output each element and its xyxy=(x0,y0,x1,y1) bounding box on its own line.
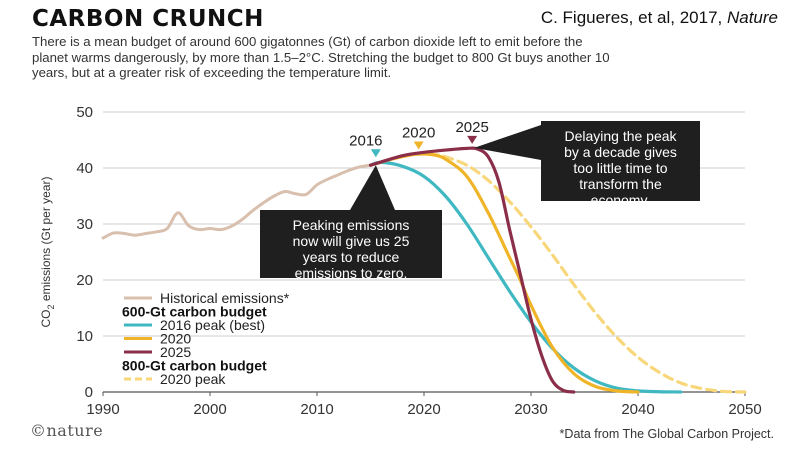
legend-heading: 600-Gt carbon budget xyxy=(122,304,267,320)
annotation-box-delay xyxy=(541,121,700,201)
legend-heading: 800-Gt carbon budget xyxy=(122,358,267,374)
y-axis-label-co: CO xyxy=(39,310,53,328)
legend-label: 2020 xyxy=(160,331,191,347)
annotation-text-delay: by a decade gives xyxy=(564,144,677,160)
annotation-text-delay: economy. xyxy=(591,192,651,208)
y-axis-label: CO2 emissions (Gt per year) xyxy=(39,176,56,327)
x-tick-label: 2040 xyxy=(621,401,654,418)
legend-label: 2025 xyxy=(160,344,191,360)
y-tick-label: 50 xyxy=(76,104,93,121)
legend-label: 2020 peak xyxy=(160,371,226,387)
annotation-text-delay: too little time to xyxy=(573,160,667,176)
x-tick-label: 2020 xyxy=(407,401,440,418)
legend-label: 2016 peak (best) xyxy=(160,317,265,333)
series-line-peak2025 xyxy=(368,146,576,394)
y-tick-label: 30 xyxy=(76,216,93,233)
annotation-pointer-peaking xyxy=(350,165,395,210)
y-axis-label-rest: emissions (Gt per year) xyxy=(39,176,53,304)
y-tick-label: 40 xyxy=(76,160,93,177)
y-axis-label-subscript: 2 xyxy=(46,305,56,310)
legend-label: Historical emissions* xyxy=(160,290,290,306)
x-tick-label: 1990 xyxy=(86,401,119,418)
peak-marker-label: 2025 xyxy=(455,119,488,136)
annotation-text-delay: Delaying the peak xyxy=(564,128,677,144)
nature-logo: ©nature xyxy=(30,421,104,440)
annotation-text-peaking: years to reduce xyxy=(303,249,400,265)
chart-description: There is a mean budget of around 600 gig… xyxy=(32,34,610,80)
data-footnote: *Data from The Global Carbon Project. xyxy=(559,427,774,441)
x-tick-label: 2050 xyxy=(728,401,761,418)
peak-marker-label: 2016 xyxy=(349,132,382,149)
annotation-text-peaking: now will give us 25 xyxy=(293,233,410,249)
peak-marker-label: 2020 xyxy=(402,124,435,141)
annotation-pointer-delay xyxy=(474,125,541,160)
chart-title: CARBON CRUNCH xyxy=(32,6,264,32)
series-line-peak2020_800 xyxy=(368,152,747,394)
annotation-text-peaking: Peaking emissions xyxy=(293,217,410,233)
citation-authors: C. Figueres, et al, 2017, xyxy=(540,8,727,27)
series-line-peak2016 xyxy=(368,160,683,394)
peak-marker-2020 xyxy=(413,141,424,150)
x-tick-label: 2010 xyxy=(300,401,333,418)
x-tick-label: 2000 xyxy=(193,401,226,418)
peak-marker-2016 xyxy=(370,149,381,158)
y-tick-label: 0 xyxy=(85,384,93,401)
y-tick-label: 20 xyxy=(76,272,93,289)
citation-journal: Nature xyxy=(726,8,778,27)
x-tick-label: 2030 xyxy=(514,401,547,418)
series-line-historical xyxy=(101,163,372,240)
annotation-text-peaking: emissions to zero. xyxy=(295,265,408,281)
peak-marker-2025 xyxy=(467,135,478,144)
annotation-box-peaking xyxy=(260,210,442,278)
annotation-text-delay: transform the xyxy=(579,176,662,192)
citation: C. Figueres, et al, 2017, Nature xyxy=(541,8,778,28)
y-tick-label: 10 xyxy=(76,328,93,345)
